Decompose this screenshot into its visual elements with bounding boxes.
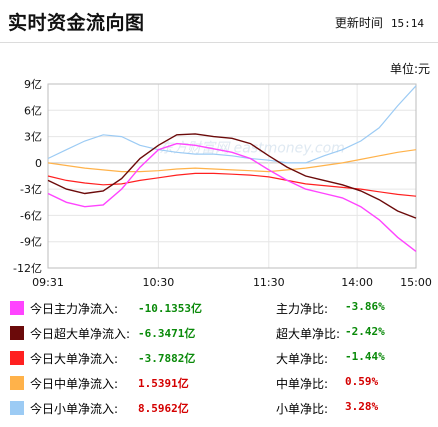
- legend-value: 8.5962亿: [138, 402, 189, 415]
- legend-row-small: 今日小单净流入: 8.5962亿 小单净比: 3.28%: [0, 400, 438, 418]
- series-line-medium: [47, 149, 417, 173]
- x-tick-label: 09:31: [32, 276, 64, 289]
- update-label: 更新时间: [334, 16, 383, 30]
- update-time-value: 15:14: [390, 17, 424, 30]
- legend-swatch: [10, 401, 24, 415]
- header: 实时资金流向图 更新时间 15:14: [0, 0, 438, 43]
- x-tick-label: 15:00: [400, 276, 432, 289]
- x-tick-label: 10:30: [143, 276, 175, 289]
- y-tick-label: 3亿: [24, 131, 42, 144]
- y-tick-label: -6亿: [20, 209, 42, 222]
- y-tick-label: -9亿: [20, 236, 42, 249]
- legend-row-medium: 今日中单净流入: 1.5391亿 中单净比: 0.59%: [0, 375, 438, 393]
- ratio-value: 0.59%: [345, 375, 379, 388]
- y-tick-label: -3亿: [20, 183, 42, 196]
- legend-label: 今日主力净流入:: [30, 302, 119, 316]
- ratio-label: 小单净比:: [276, 402, 329, 416]
- legend-label: 今日中单净流入:: [30, 377, 119, 391]
- watermark: 东方财富网 eastmoney.com: [159, 140, 345, 156]
- ratio-value: -2.42%: [345, 325, 385, 338]
- legend-row-super: 今日超大单净流入: -6.3471亿 超大单净比: -2.42%: [0, 325, 438, 343]
- legend-swatch: [10, 376, 24, 390]
- ratio-value: -3.86%: [345, 300, 385, 313]
- plot-frame: [47, 83, 417, 269]
- legend-label: 今日超大单净流入:: [30, 327, 131, 341]
- legend-row-main: 今日主力净流入: -10.1353亿 主力净比: -3.86%: [0, 300, 438, 318]
- y-tick-label: -12亿: [13, 262, 42, 275]
- ratio-label: 大单净比:: [276, 352, 329, 366]
- ratio-label: 主力净比:: [276, 302, 329, 316]
- legend-value: -6.3471亿: [138, 327, 196, 340]
- series-line-large: [47, 172, 417, 197]
- y-tick-label: 0: [35, 157, 42, 170]
- ratio-label: 超大单净比:: [276, 327, 341, 341]
- update-time: 更新时间 15:14: [335, 14, 424, 31]
- chart-title: 实时资金流向图: [8, 12, 145, 34]
- series-line-small: [47, 85, 417, 164]
- legend-value: -3.7882亿: [138, 352, 196, 365]
- y-tick-label: 6亿: [24, 104, 42, 117]
- legend-swatch: [10, 301, 24, 315]
- ratio-label: 中单净比:: [276, 377, 329, 391]
- unit-label: 单位:元: [389, 62, 430, 76]
- legend-value: 1.5391亿: [138, 377, 189, 390]
- x-tick-label: 14:00: [341, 276, 373, 289]
- legend-swatch: [10, 326, 24, 340]
- legend-swatch: [10, 351, 24, 365]
- series-line-super: [47, 133, 417, 219]
- ratio-value: -1.44%: [345, 350, 385, 363]
- ratio-value: 3.28%: [345, 400, 379, 413]
- y-tick-label: 9亿: [24, 78, 42, 91]
- series-line-main: [47, 142, 417, 252]
- legend-label: 今日大单净流入:: [30, 352, 119, 366]
- legend-label: 今日小单净流入:: [30, 402, 119, 416]
- legend-row-large: 今日大单净流入: -3.7882亿 大单净比: -1.44%: [0, 350, 438, 368]
- x-tick-label: 11:30: [253, 276, 285, 289]
- legend-value: -10.1353亿: [138, 302, 202, 315]
